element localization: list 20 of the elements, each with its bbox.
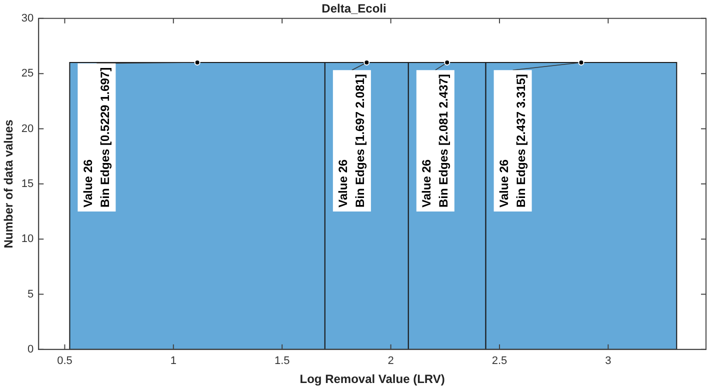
x-tick-label: 1 (170, 355, 176, 368)
x-tick-label: 2.5 (492, 355, 508, 368)
annotation: Value 26 Bin Edges [1.697 2.081] (336, 74, 368, 208)
y-axis-title: Number of data values (2, 119, 16, 248)
y-tick-label: 30 (21, 12, 34, 24)
y-tick-label: 20 (21, 122, 34, 135)
x-axis-title: Log Removal Value (LRV) (300, 372, 445, 386)
y-tick-label: 10 (21, 233, 34, 246)
x-tick-label: 0.5 (57, 355, 72, 368)
y-tick-label: 15 (21, 178, 34, 190)
y-tick-label: 5 (28, 288, 34, 300)
y-tick-label: 25 (21, 68, 34, 80)
x-tick-label: 1.5 (274, 355, 290, 368)
annotation: Value 26 Bin Edges [2.081 2.437] (420, 74, 451, 208)
x-tick-label: 3 (605, 355, 612, 368)
x-tick-label: 2 (388, 355, 394, 368)
annotation: Value 26 Bin Edges [0.5229 1.697] (81, 67, 112, 208)
annotation: Value 26 Bin Edges [2.437 3.315] (497, 74, 528, 208)
chart-title: Delta_Ecoli (322, 2, 386, 16)
y-tick-label: 0 (28, 343, 34, 356)
